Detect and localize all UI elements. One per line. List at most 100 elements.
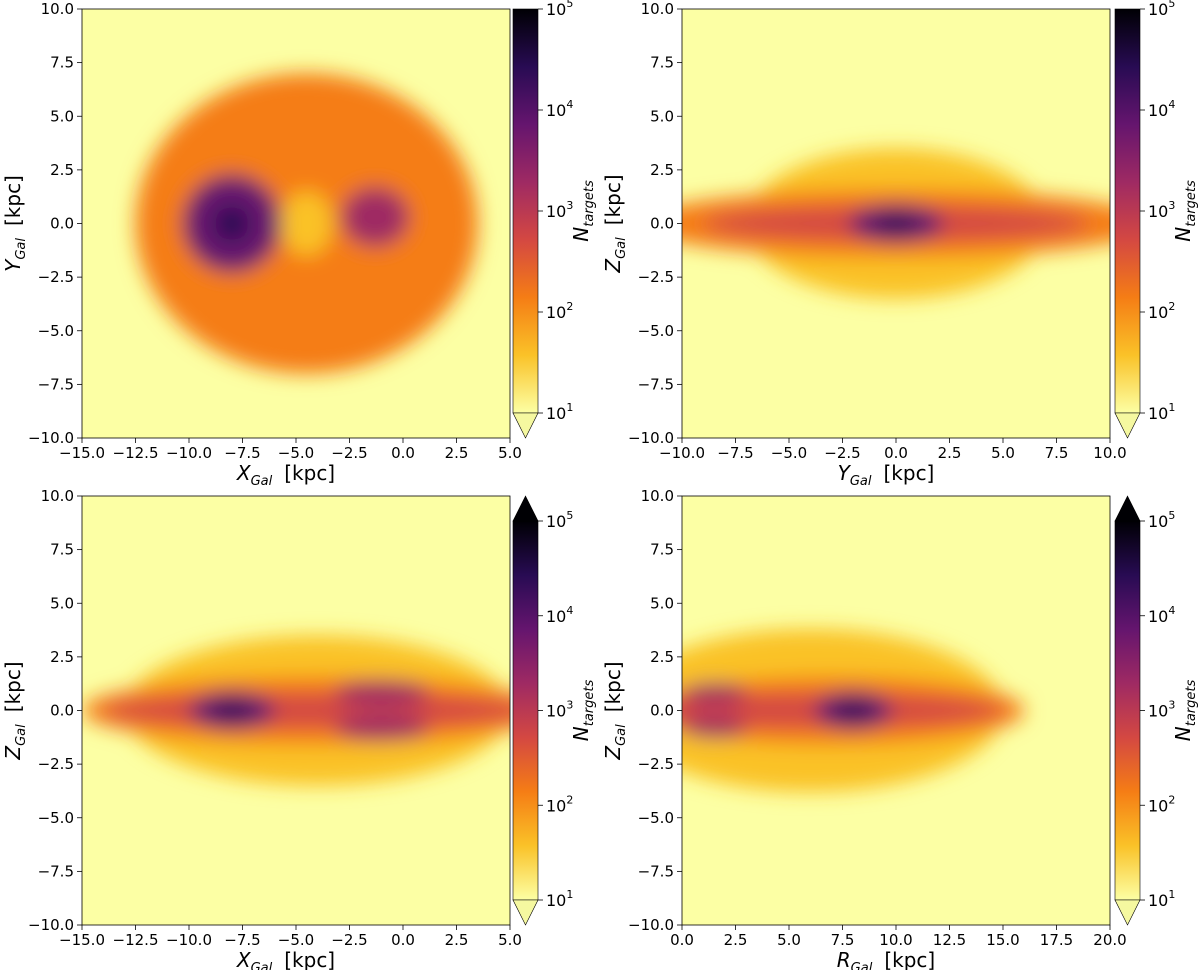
colorbar-gradient	[1114, 8, 1141, 414]
y-tick-label: 7.5	[650, 54, 674, 72]
colorbar-tick-label: 104	[546, 98, 573, 120]
colorbar-tick-label: 103	[546, 699, 573, 721]
x-tick-label: −2.5	[331, 931, 367, 949]
density-inner-gap	[281, 191, 333, 256]
y-tick-label: 10.0	[41, 0, 74, 18]
colorbar-tick-label: 102	[1148, 300, 1175, 322]
x-tick-label: −5.0	[278, 931, 314, 949]
colorbar-gradient	[1114, 520, 1141, 901]
y-tick-label: −10.0	[28, 916, 74, 934]
y-tick-label: −2.5	[38, 755, 74, 773]
colorbar-label: Ntargets	[569, 680, 597, 742]
y-tick-label: 10.0	[641, 487, 674, 505]
density-inner-lower-lobe	[682, 716, 747, 739]
x-tick-label: −2.5	[824, 444, 860, 462]
x-tick-label: 0.0	[391, 931, 415, 949]
colorbar-tick-label: 104	[1148, 98, 1175, 120]
y-tick-label: 0.0	[50, 215, 74, 233]
colorbar-tick-label: 101	[546, 888, 573, 910]
y-tick-label: 7.5	[50, 541, 74, 559]
x-tick-label: 2.5	[938, 444, 962, 462]
y-tick-label: −7.5	[638, 375, 674, 393]
y-tick-label: −5.0	[38, 809, 74, 827]
x-axis-label: XGal [kpc]	[236, 948, 335, 970]
x-tick-label: 20.0	[1093, 931, 1126, 949]
colorbar-label: Ntargets	[1171, 180, 1199, 242]
y-tick-label: −7.5	[38, 375, 74, 393]
y-tick-label: 5.0	[50, 107, 74, 125]
x-tick-label: 0.0	[884, 444, 908, 462]
x-tick-label: 2.5	[445, 444, 469, 462]
x-axis-label: YGal [kpc]	[838, 461, 935, 489]
y-tick-label: 5.0	[650, 594, 674, 612]
x-tick-label: −12.5	[113, 931, 159, 949]
density-thin-disk	[103, 693, 510, 728]
y-tick-label: −5.0	[38, 322, 74, 340]
y-tick-label: 2.5	[650, 648, 674, 666]
x-tick-label: 17.5	[1040, 931, 1073, 949]
heatmap-area	[82, 496, 510, 925]
colorbar-extend-min	[1114, 899, 1141, 926]
x-tick-label: −7.5	[224, 444, 260, 462]
y-tick-label: 5.0	[50, 594, 74, 612]
colorbar-tick-label: 102	[1148, 793, 1175, 815]
colorbar-extend-max	[512, 495, 539, 522]
colorbar-tick-label: 101	[1148, 401, 1175, 423]
x-tick-label: 10.0	[879, 931, 912, 949]
colorbar-tick-label: 103	[1148, 199, 1175, 221]
y-tick-label: 0.0	[650, 215, 674, 233]
y-tick-label: −10.0	[628, 916, 674, 934]
x-tick-label: −10.0	[166, 931, 212, 949]
colorbar-tick-label: 104	[546, 604, 573, 626]
y-tick-label: 0.0	[650, 702, 674, 720]
density-bulge-bar	[340, 187, 410, 248]
x-tick-label: −12.5	[113, 444, 159, 462]
colorbar-extend-min	[512, 899, 539, 926]
y-tick-label: 7.5	[650, 541, 674, 559]
density-solar-peak	[214, 206, 249, 241]
y-axis-label: ZGal[kpc]	[1, 661, 29, 760]
colorbar-tick-label: 102	[546, 793, 573, 815]
heatmap-area	[682, 496, 1110, 925]
colorbar-extend-max	[1114, 495, 1141, 522]
y-tick-label: −10.0	[628, 429, 674, 447]
y-tick-label: 5.0	[650, 107, 674, 125]
colorbar-tick-label: 103	[546, 199, 573, 221]
x-tick-label: 0.0	[670, 931, 694, 949]
x-tick-label: 2.5	[445, 931, 469, 949]
colorbar-gradient	[512, 8, 539, 414]
y-tick-label: −7.5	[38, 862, 74, 880]
y-tick-label: −5.0	[638, 809, 674, 827]
colorbar-tick-label: 101	[1148, 888, 1175, 910]
x-tick-label: −5.0	[278, 444, 314, 462]
y-tick-label: 10.0	[41, 487, 74, 505]
x-tick-label: 0.0	[391, 444, 415, 462]
y-tick-label: 2.5	[50, 648, 74, 666]
colorbar-extend-min	[1114, 412, 1141, 439]
y-tick-label: 7.5	[50, 54, 74, 72]
heatmap-panel-3: −15.0 −12.5 −10.0 −7.5 −5.0 −2.5 0.0 2.5 5.0 −10.…	[1, 487, 597, 970]
x-tick-label: 12.5	[933, 931, 966, 949]
density-inner-upper-lobe	[682, 682, 747, 705]
y-tick-label: −10.0	[28, 429, 74, 447]
colorbar-tick-label: 102	[546, 300, 573, 322]
heatmap-area	[682, 9, 1110, 438]
x-tick-label: 2.5	[724, 931, 748, 949]
colorbar: 101 102 103 104 105 Ntargets	[512, 0, 597, 439]
y-tick-label: 2.5	[650, 161, 674, 179]
x-tick-label: 15.0	[986, 931, 1019, 949]
x-tick-label: 7.5	[1045, 444, 1069, 462]
colorbar-tick-label: 101	[546, 401, 573, 423]
density-bulge-upper-lobe	[334, 680, 429, 707]
density-solar-peak	[833, 702, 873, 719]
density-bulge-lower-lobe	[334, 714, 429, 741]
x-axis-label: XGal [kpc]	[236, 461, 335, 489]
y-tick-label: −2.5	[638, 755, 674, 773]
density-solar-peak	[212, 702, 252, 719]
x-tick-label: −10.0	[166, 444, 212, 462]
colorbar-tick-label: 105	[1148, 0, 1175, 19]
x-tick-label: −7.5	[717, 444, 753, 462]
x-tick-label: −5.0	[771, 444, 807, 462]
x-tick-label: −7.5	[224, 931, 260, 949]
